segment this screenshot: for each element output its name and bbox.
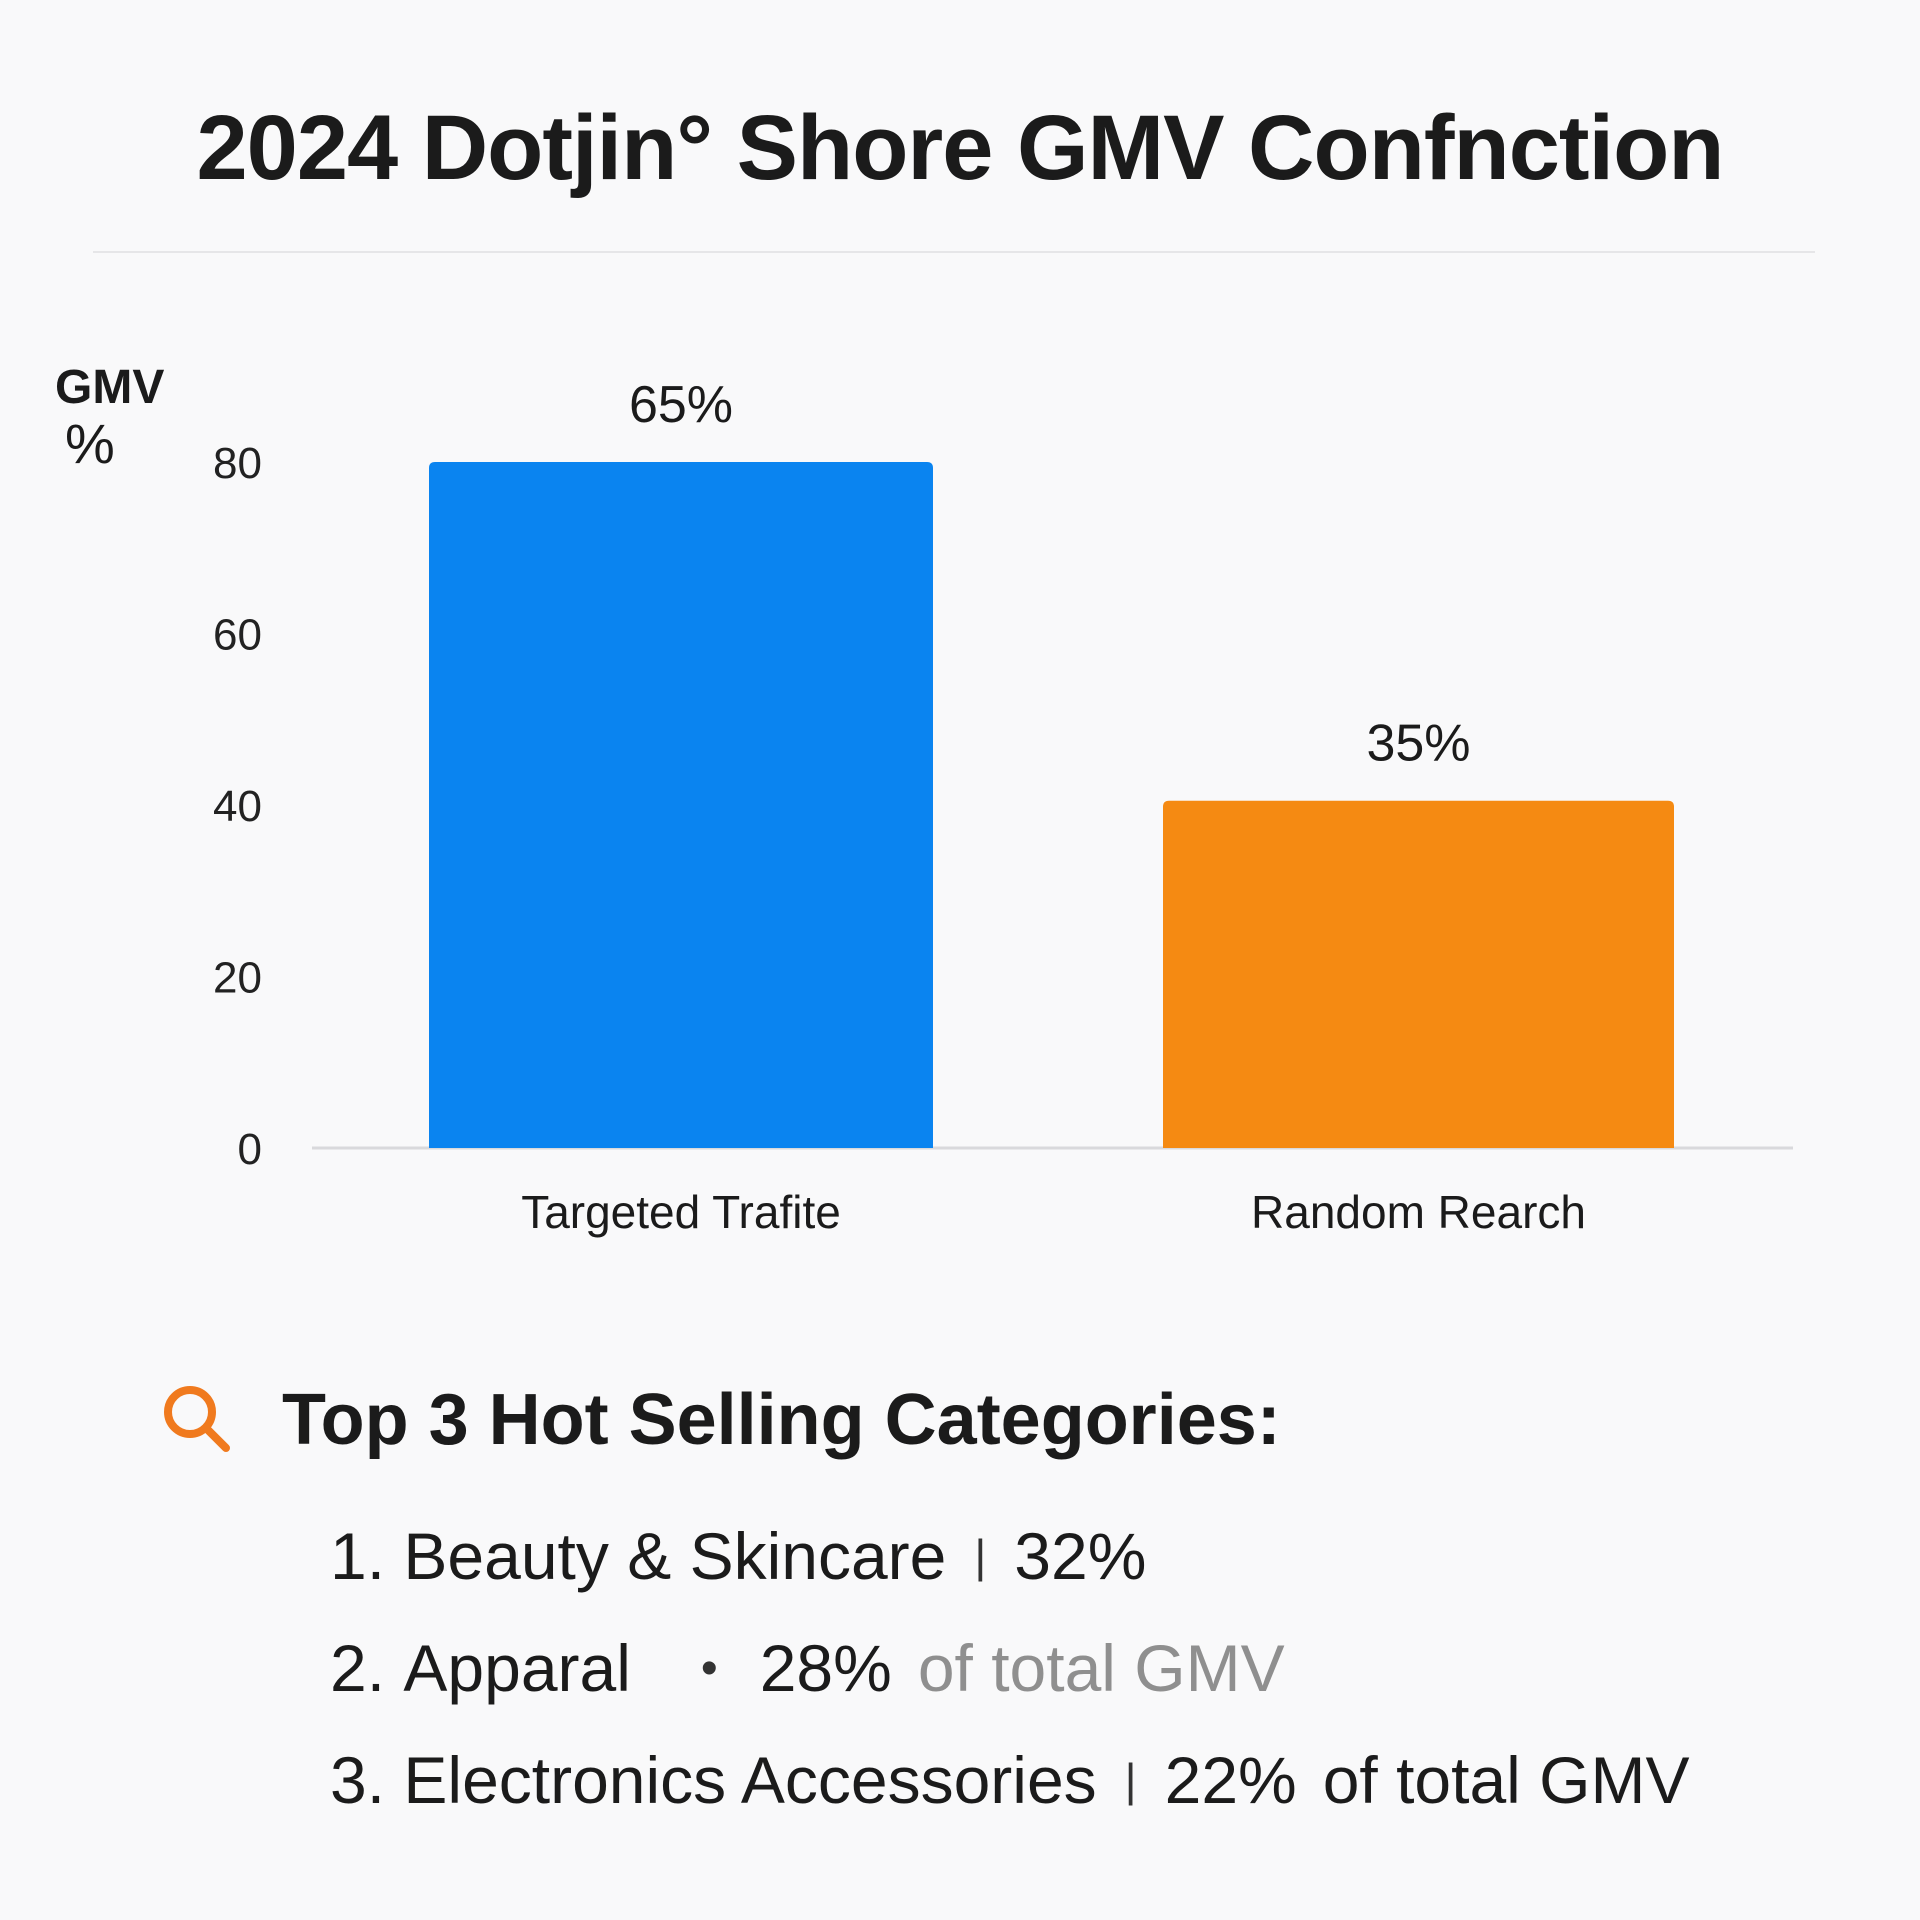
- category-share: 28%: [759, 1631, 892, 1705]
- category-note: of total GMV: [1322, 1743, 1690, 1817]
- y-axis-label-line1: GMV: [55, 361, 165, 414]
- category-item-1: 1. Beauty & Skincare | 32%: [330, 1500, 1890, 1612]
- category-name: Apparal: [403, 1631, 631, 1705]
- category-share: 32%: [1014, 1519, 1147, 1593]
- category-name: Electronics Accessories: [403, 1743, 1097, 1817]
- y-axis-label-line2: %: [65, 412, 115, 475]
- y-tick-label: 80: [213, 439, 262, 488]
- category-item-2: 2. Apparal • 28% of total GMV: [330, 1612, 1890, 1724]
- x-category-label: Targeted Trafite: [521, 1186, 841, 1238]
- bar-1: [429, 462, 933, 1148]
- category-rank: 3.: [330, 1743, 386, 1817]
- y-tick-label: 20: [213, 954, 262, 1003]
- category-rank: 2.: [330, 1631, 386, 1705]
- category-name: Beauty & Skincare: [403, 1519, 947, 1593]
- top-categories-heading: Top 3 Hot Selling Categories:: [282, 1380, 1281, 1460]
- category-item-3: 3. Electronics Accessories | 22% of tota…: [330, 1724, 1890, 1836]
- category-share: 22%: [1164, 1743, 1297, 1817]
- bar-2: [1163, 800, 1674, 1148]
- bar-data-label: 35%: [1366, 715, 1470, 773]
- category-note: of total GMV: [917, 1631, 1285, 1705]
- title-divider: [93, 251, 1815, 253]
- category-rank: 1.: [330, 1519, 386, 1593]
- search-icon: [164, 1386, 230, 1452]
- bar-chart: 0 20 40 60 80 65% Targeted Trafite 35% Random Re…: [213, 376, 1793, 1238]
- x-category-label: Random Rearch: [1251, 1186, 1586, 1238]
- bar-data-label: 65%: [629, 376, 733, 434]
- top-categories-header: Top 3 Hot Selling Categories:: [160, 1375, 1281, 1465]
- category-separator: |: [1124, 1754, 1137, 1806]
- top-categories-list: 1. Beauty & Skincare | 32% 2. Apparal • …: [330, 1500, 1890, 1836]
- y-tick-label: 40: [213, 782, 262, 831]
- y-tick-label: 60: [213, 611, 262, 660]
- category-separator: •: [700, 1641, 718, 1695]
- page-title: 2024 Dotjin° Shore GMV Confnction: [196, 97, 1724, 199]
- y-tick-label: 0: [238, 1125, 262, 1174]
- y-axis-label: GMV %: [55, 360, 175, 472]
- category-separator: |: [974, 1530, 987, 1582]
